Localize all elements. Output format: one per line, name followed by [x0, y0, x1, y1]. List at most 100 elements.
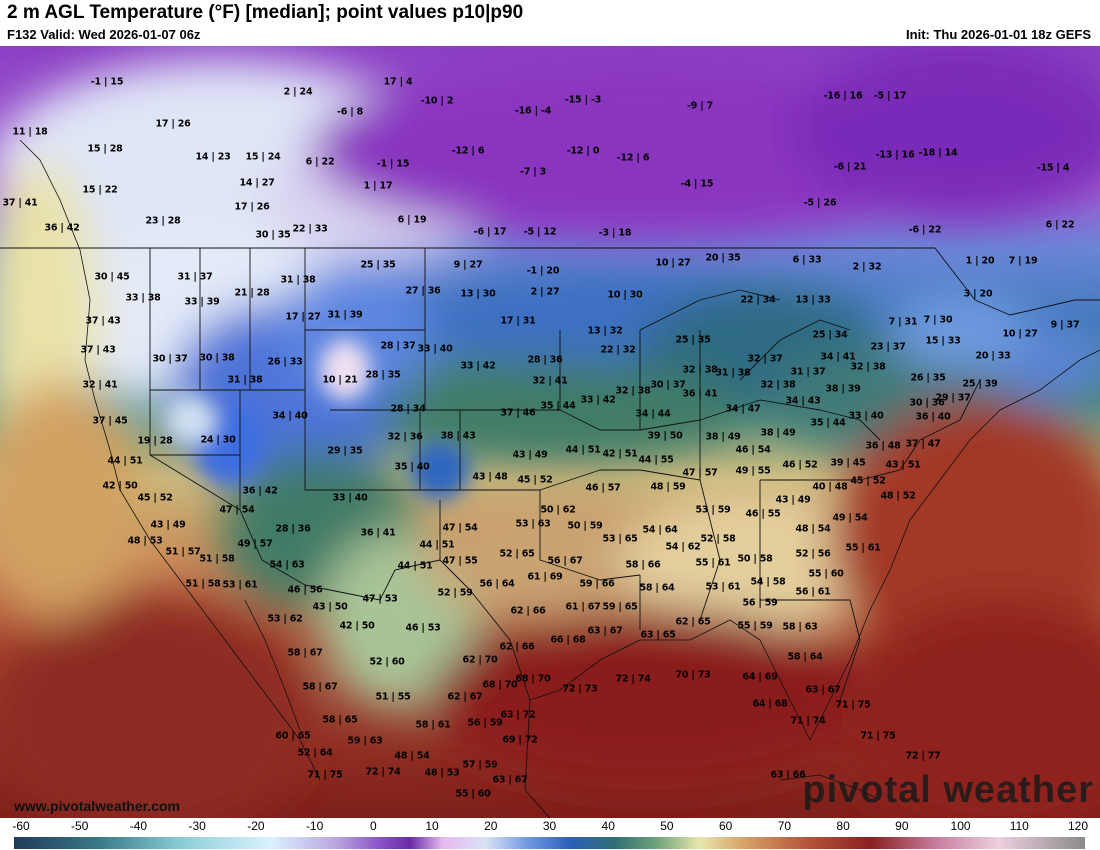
point-value: 11 | 18 — [12, 126, 48, 138]
point-value: 31 | 38 — [715, 367, 751, 379]
point-value: 17 | 26 — [234, 201, 270, 213]
point-value: 38 | 49 — [760, 427, 796, 439]
point-value: 1 | 17 — [363, 180, 393, 192]
point-value: 17 | 4 — [383, 76, 413, 88]
point-value: 33 | 40 — [332, 492, 368, 504]
point-value: 71 | 75 — [860, 730, 896, 742]
scale-tick: 30 — [542, 819, 557, 833]
scale-tick: 80 — [836, 819, 850, 833]
point-value: 39 | 45 — [830, 457, 866, 469]
point-value: -6 | 22 — [908, 224, 942, 236]
point-value: -6 | 21 — [833, 161, 867, 173]
point-value: 31 | 37 — [790, 366, 826, 378]
point-value: -5 | 26 — [803, 197, 837, 209]
scale-tick: -60 — [12, 819, 30, 833]
point-value: -15 | 4 — [1036, 162, 1070, 174]
borders — [0, 247, 1100, 818]
point-value: 42 | 50 — [102, 480, 138, 492]
point-value: 29 | 35 — [327, 445, 363, 457]
point-value: 23 | 28 — [145, 215, 181, 227]
point-value: 9 | 37 — [1050, 319, 1080, 331]
point-value: 33 | 42 — [580, 394, 616, 406]
point-value: 30 | 36 — [909, 397, 945, 409]
point-value: 36 | 40 — [915, 411, 951, 423]
point-value: 6 | 22 — [305, 156, 335, 168]
point-value: 17 | 26 — [155, 118, 191, 130]
init-time: Init: Thu 2026-01-01 18z GEFS — [906, 27, 1091, 42]
point-value: -12 | 6 — [451, 145, 485, 157]
point-value: 46 | 53 — [405, 622, 441, 634]
point-value: 56 | 61 — [795, 586, 831, 598]
point-value: 43 | 48 — [472, 471, 508, 483]
point-value: 68 | 70 — [515, 673, 551, 685]
point-value: -4 | 15 — [680, 178, 714, 190]
point-value: 10 | 21 — [322, 374, 358, 386]
point-value: -18 | 14 — [918, 147, 958, 159]
point-value: 6 | 19 — [397, 214, 427, 226]
point-value: 69 | 72 — [502, 734, 538, 746]
point-value: 25 | 39 — [962, 378, 998, 390]
point-value: 21 | 28 — [234, 287, 270, 299]
point-value: 2 | 32 — [852, 261, 882, 273]
point-value: 62 | 66 — [499, 641, 535, 653]
point-value: 61 | 67 — [565, 601, 601, 613]
point-value: 20 | 35 — [705, 252, 741, 264]
point-value: 43 | 49 — [150, 519, 186, 531]
point-value: 58 | 65 — [322, 714, 358, 726]
point-value: 30 | 45 — [94, 271, 130, 283]
point-value: 66 | 68 — [550, 634, 586, 646]
point-value: 22 | 32 — [600, 344, 636, 356]
point-value: 37 | 41 — [2, 197, 38, 209]
point-value: 37 | 43 — [85, 315, 121, 327]
point-value: 32 | 38 — [682, 364, 718, 376]
point-value: -3 | 18 — [598, 227, 632, 239]
point-value: 2 | 24 — [283, 86, 313, 98]
point-value: 25 | 34 — [812, 329, 848, 341]
point-value: 22 | 34 — [740, 294, 776, 306]
scale-tick: -30 — [188, 819, 206, 833]
point-value: 49 | 54 — [832, 512, 868, 524]
point-value: 28 | 35 — [365, 369, 401, 381]
point-value: 60 | 65 — [275, 730, 311, 742]
point-value: 7 | 31 — [888, 316, 918, 328]
point-value: 61 | 69 — [527, 571, 563, 583]
point-value: 52 | 60 — [369, 656, 405, 668]
point-value: 33 | 39 — [184, 296, 220, 308]
point-value: 46 | 52 — [782, 459, 818, 471]
point-value: 30 | 38 — [199, 352, 235, 364]
scale-tick: 70 — [777, 819, 792, 833]
point-value: 13 | 32 — [587, 325, 623, 337]
point-value: 72 | 74 — [365, 766, 401, 778]
point-value: 47 | 57 — [682, 467, 718, 479]
scale-tick: 10 — [425, 819, 439, 833]
point-value: 23 | 37 — [870, 341, 906, 353]
point-value: 32 | 38 — [615, 385, 651, 397]
point-value: 20 | 33 — [975, 350, 1011, 362]
point-value: 56 | 64 — [479, 578, 515, 590]
point-value: 58 | 67 — [287, 647, 323, 659]
point-value: -16 | 16 — [823, 90, 863, 102]
website-label[interactable]: www.pivotalweather.com — [14, 798, 180, 814]
scale-tick: 100 — [950, 819, 971, 833]
point-value: 26 | 35 — [910, 372, 946, 384]
point-value: 44 | 55 — [638, 454, 674, 466]
point-value: 52 | 59 — [437, 587, 473, 599]
point-value: 55 | 61 — [695, 557, 731, 569]
point-value: 43 | 51 — [885, 459, 921, 471]
scale-tick: 0 — [369, 819, 377, 833]
point-value: 46 | 54 — [735, 444, 771, 456]
temperature-map[interactable]: -1 | 15 11 | 18 15 | 28 15 | 22 37 | 41 36 | … — [0, 46, 1100, 818]
point-value: 53 | 62 — [267, 613, 303, 625]
point-value: 47 | 54 — [219, 504, 255, 516]
point-value: 38 | 49 — [705, 431, 741, 443]
scale-tick: 110 — [1009, 819, 1029, 833]
point-value: 62 | 65 — [675, 616, 711, 628]
point-value: 70 | 73 — [675, 669, 711, 681]
point-value: 33 | 42 — [460, 360, 496, 372]
point-value: 51 | 58 — [199, 553, 235, 565]
color-scale: -60 -50 -40 -30 -20 -10 0 10 20 30 40 50 60 70 80 90 100… — [0, 818, 1100, 850]
point-value: 36 | 41 — [682, 388, 718, 400]
point-value: 15 | 22 — [82, 184, 118, 196]
point-value: 44 | 51 — [565, 444, 601, 456]
point-value: 34 | 40 — [272, 410, 308, 422]
